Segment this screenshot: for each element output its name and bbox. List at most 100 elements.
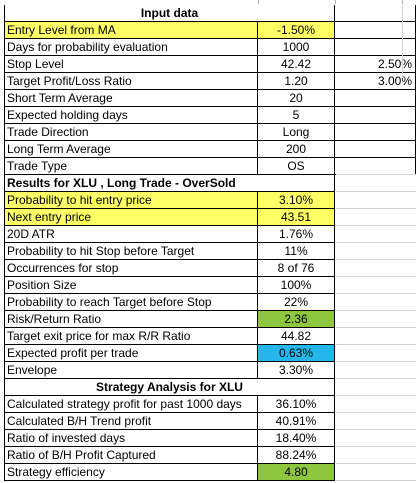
result-8-row: Risk/Return Ratio 2.36: [0, 311, 416, 328]
strategy-1-value-cell[interactable]: 36.10%: [258, 396, 335, 413]
result-8-value-cell[interactable]: 2.36: [258, 311, 335, 328]
strategy-3-label-cell[interactable]: Ratio of invested days: [4, 430, 258, 447]
results-header[interactable]: Results for XLU , Long Trade - OverSold: [4, 175, 335, 192]
result-7-row: Probability to reach Target before Stop 2…: [0, 294, 416, 311]
result-1-value-cell[interactable]: 3.10%: [258, 192, 335, 209]
result-10-value-cell[interactable]: 0.63%: [258, 345, 335, 362]
gridline: [336, 463, 416, 464]
strategy-4-label-cell[interactable]: Ratio of B/H Profit Captured: [4, 447, 258, 464]
gridline: [402, 5, 403, 78]
strategy-1-row: Calculated strategy profit for past 1000…: [0, 396, 416, 413]
strategy-2-label-cell[interactable]: Calculated B/H Trend profit: [4, 413, 258, 430]
input-1-row: Entry Level from MA -1.50%: [0, 22, 416, 39]
result-4-row: Probability to hit Stop before Target 11%: [0, 243, 416, 260]
input-7-extra-cell[interactable]: [335, 124, 416, 141]
input-4-label-cell[interactable]: Target Profit/Loss Ratio: [4, 73, 258, 90]
input-2-value-cell[interactable]: 1000: [258, 39, 335, 56]
result-10-row: Expected profit per trade 0.63%: [0, 345, 416, 362]
gridline: [336, 412, 416, 413]
input-7-value-cell[interactable]: Long: [258, 124, 335, 141]
gridline: [336, 446, 416, 447]
input-1-extra-cell[interactable]: [335, 22, 416, 39]
result-9-value-cell[interactable]: 44.82: [258, 328, 335, 345]
strategy-2-value-cell[interactable]: 40.91%: [258, 413, 335, 430]
input-6-extra-cell[interactable]: [335, 107, 416, 124]
input-data-header[interactable]: Input data: [4, 5, 335, 22]
input-2-label-cell[interactable]: Days for probability evaluation: [4, 39, 258, 56]
column-divider: [335, 0, 336, 4]
strategy-1-label-cell[interactable]: Calculated strategy profit for past 1000…: [4, 396, 258, 413]
result-8-label-cell[interactable]: Risk/Return Ratio: [4, 311, 258, 328]
strategy-4-value-cell[interactable]: 88.24%: [258, 447, 335, 464]
result-6-row: Position Size 100%: [0, 277, 416, 294]
input-2-row: Days for probability evaluation 1000: [0, 39, 416, 56]
result-4-label-cell[interactable]: Probability to hit Stop before Target: [4, 243, 258, 260]
result-6-label-cell[interactable]: Position Size: [4, 277, 258, 294]
input-7-label-cell[interactable]: Trade Direction: [4, 124, 258, 141]
input-9-row: Trade Type OS: [0, 158, 416, 175]
input-9-value-cell[interactable]: OS: [258, 158, 335, 175]
gridline: [336, 225, 416, 226]
input-5-label-cell[interactable]: Short Term Average: [4, 90, 258, 107]
strategy-5-label-cell[interactable]: Strategy efficiency: [4, 464, 258, 481]
result-10-label-cell[interactable]: Expected profit per trade: [4, 345, 258, 362]
strategy-header[interactable]: Strategy Analysis for XLU: [4, 379, 335, 396]
result-5-row: Occurrences for stop 8 of 76: [0, 260, 416, 277]
strategy-2-row: Calculated B/H Trend profit 40.91%: [0, 413, 416, 430]
input-data-header-row: Input data: [0, 5, 416, 22]
result-9-row: Target exit price for max R/R Ratio 44.82: [0, 328, 416, 345]
strategy-5-value-cell[interactable]: 4.80: [258, 464, 335, 481]
gridline: [336, 191, 416, 192]
gridline: [336, 242, 416, 243]
input-9-extra-cell[interactable]: [335, 158, 416, 175]
strategy-3-value-cell[interactable]: 18.40%: [258, 430, 335, 447]
gridline: [336, 395, 416, 396]
result-5-value-cell[interactable]: 8 of 76: [258, 260, 335, 277]
input-4-value-cell[interactable]: 1.20: [258, 73, 335, 90]
input-3-row: Stop Level 42.42 2.50%: [0, 56, 416, 73]
result-5-label-cell[interactable]: Occurrences for stop: [4, 260, 258, 277]
result-4-value-cell[interactable]: 11%: [258, 243, 335, 260]
result-2-value-cell[interactable]: 43.51: [258, 209, 335, 226]
input-3-extra-cell[interactable]: 2.50%: [335, 56, 416, 73]
input-6-value-cell[interactable]: 5: [258, 107, 335, 124]
strategy-header-row: Strategy Analysis for XLU: [0, 379, 416, 396]
input-8-extra-cell[interactable]: [335, 141, 416, 158]
input-9-label-cell[interactable]: Trade Type: [4, 158, 258, 175]
result-2-label-cell[interactable]: Next entry price: [4, 209, 258, 226]
gridline: [336, 293, 416, 294]
result-7-label-cell[interactable]: Probability to reach Target before Stop: [4, 294, 258, 311]
gridline: [336, 378, 416, 379]
result-11-label-cell[interactable]: Envelope: [4, 362, 258, 379]
results-header-row: Results for XLU , Long Trade - OverSold: [0, 175, 416, 192]
empty-cell[interactable]: [335, 5, 416, 22]
input-2-extra-cell[interactable]: [335, 39, 416, 56]
result-11-value-cell[interactable]: 3.30%: [258, 362, 335, 379]
input-8-value-cell[interactable]: 200: [258, 141, 335, 158]
strategy-4-row: Ratio of B/H Profit Captured 88.24%: [0, 447, 416, 464]
input-3-value-cell[interactable]: 42.42: [258, 56, 335, 73]
input-8-label-cell[interactable]: Long Term Average: [4, 141, 258, 158]
result-3-label-cell[interactable]: 20D ATR: [4, 226, 258, 243]
result-7-value-cell[interactable]: 22%: [258, 294, 335, 311]
gridline: [336, 259, 416, 260]
result-9-label-cell[interactable]: Target exit price for max R/R Ratio: [4, 328, 258, 345]
gridline: [336, 361, 416, 362]
input-5-value-cell[interactable]: 20: [258, 90, 335, 107]
gridline: [336, 174, 416, 175]
result-6-value-cell[interactable]: 100%: [258, 277, 335, 294]
result-11-row: Envelope 3.30%: [0, 362, 416, 379]
gridline: [336, 276, 416, 277]
gridline: [336, 310, 416, 311]
result-3-row: 20D ATR 1.76%: [0, 226, 416, 243]
input-5-extra-cell[interactable]: [335, 90, 416, 107]
input-6-label-cell[interactable]: Expected holding days: [4, 107, 258, 124]
input-4-extra-cell[interactable]: 3.00%: [335, 73, 416, 90]
input-1-label-cell[interactable]: Entry Level from MA: [4, 22, 258, 39]
input-3-label-cell[interactable]: Stop Level: [4, 56, 258, 73]
result-3-value-cell[interactable]: 1.76%: [258, 226, 335, 243]
result-2-row: Next entry price 43.51: [0, 209, 416, 226]
input-1-value-cell[interactable]: -1.50%: [258, 22, 335, 39]
result-1-label-cell[interactable]: Probability to hit entry price: [4, 192, 258, 209]
